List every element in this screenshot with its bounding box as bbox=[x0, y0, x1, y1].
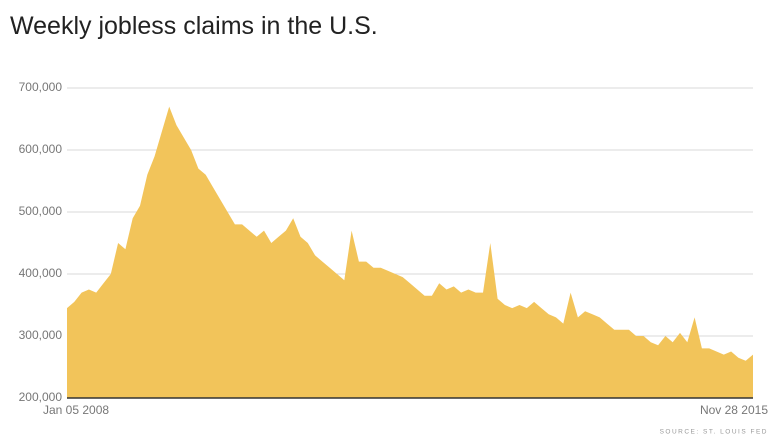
y-tick-label: 200,000 bbox=[19, 390, 63, 404]
y-tick-label: 700,000 bbox=[19, 80, 63, 94]
source: SOURCE: ST. LOUIS FED bbox=[660, 429, 768, 436]
y-tick-label: 400,000 bbox=[19, 266, 63, 280]
chart-title: Weekly jobless claims in the U.S. bbox=[10, 12, 378, 40]
y-tick-label: 600,000 bbox=[19, 142, 63, 156]
y-tick-label: 300,000 bbox=[19, 328, 63, 342]
x-tick-label: Jan 05 2008 bbox=[43, 403, 109, 417]
area bbox=[67, 106, 753, 398]
x-tick-label: Nov 28 2015 bbox=[700, 403, 768, 417]
y-tick-label: 500,000 bbox=[19, 204, 63, 218]
